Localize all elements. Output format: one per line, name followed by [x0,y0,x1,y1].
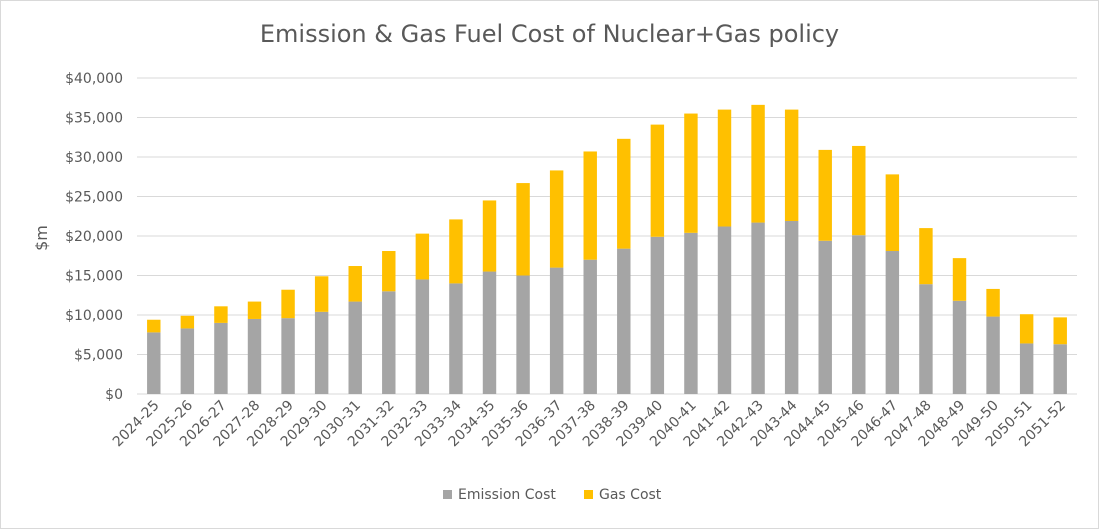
bar-gas-cost [348,266,362,302]
bar-emission-cost [180,328,195,394]
bar-gas-cost [382,251,396,292]
y-tick-label: $0 [105,387,123,403]
legend-label: Gas Cost [599,487,662,503]
bar-gas-cost [852,145,866,236]
y-tick-label: $5,000 [74,348,123,364]
bar-emission-cost [751,222,765,394]
bar-gas-cost [885,174,900,252]
bar-emission-cost [818,240,832,394]
bar-gas-cost [919,228,933,285]
gridlines [137,77,1077,395]
bar-emission-cost [784,220,799,394]
y-tick-label: $30,000 [65,150,123,166]
y-tick-label: $15,000 [65,269,123,285]
bar-emission-cost [516,275,530,394]
y-axis-ticks: $0 $5,000 $10,000 $15,000 $20,000 $25,000 $30,… [65,71,123,403]
y-tick-label: $10,000 [65,308,123,324]
bar-gas-cost [247,301,262,319]
bar-emission-cost [449,283,463,394]
bar-gas-cost [751,104,765,223]
bar-gas-cost [717,109,732,227]
bar-gas-cost [617,138,631,249]
y-tick-label: $25,000 [65,190,123,206]
bar-gas-cost [818,149,832,241]
bar-gas-cost [986,288,1000,317]
bar-gas-cost [314,276,329,312]
bar-gas-cost [180,315,195,329]
bar-emission-cost [549,267,564,394]
bar-emission-cost [986,316,1000,394]
bar-emission-cost [415,279,430,394]
bar-emission-cost [684,232,698,394]
bar-gas-cost [1019,314,1034,344]
bar-emission-cost [214,322,228,394]
bar-gas-cost [684,113,698,233]
legend: Emission Cost Gas Cost [443,487,662,503]
bar-emission-cost [885,251,900,394]
bar-emission-cost [1019,343,1034,394]
bar-emission-cost [852,235,866,394]
bar-emission-cost [348,301,362,394]
x-axis-ticks: 2024-252025-262026-272027-282028-292029-… [110,397,1069,450]
bar-gas-cost [449,219,463,284]
bar-emission-cost [147,332,161,394]
bar-gas-cost [952,258,967,301]
y-tick-label: $20,000 [65,229,123,245]
bar-gas-cost [1053,317,1067,345]
bar-emission-cost [281,318,295,394]
bar-gas-cost [784,109,799,221]
bar-emission-cost [314,311,329,394]
bar-gas-cost [516,183,530,276]
bar-gas-cost [415,233,430,280]
bar-emission-cost [247,318,262,394]
bar-emission-cost [717,226,732,394]
bar-gas-cost [281,289,295,319]
y-axis-title: $m [32,225,51,251]
y-tick-label: $35,000 [65,111,123,127]
bar-gas-cost [549,170,564,268]
bar-emission-cost [952,300,967,394]
bar-gas-cost [583,151,597,260]
y-tick-label: $40,000 [65,71,123,87]
bar-emission-cost [650,236,665,394]
legend-label: Emission Cost [458,487,556,503]
bars [147,104,1067,394]
chart-title: Emission & Gas Fuel Cost of Nuclear+Gas … [259,20,840,48]
bar-emission-cost [1053,344,1067,394]
bar-emission-cost [583,259,597,394]
bar-gas-cost [214,306,228,323]
legend-swatch-gas-cost [584,490,593,499]
bar-emission-cost [617,248,631,394]
bar-emission-cost [482,271,497,394]
legend-swatch-emission-cost [443,490,452,499]
bar-emission-cost [382,291,396,394]
bar-gas-cost [650,124,665,237]
bar-emission-cost [919,284,933,394]
bar-gas-cost [147,319,161,333]
bar-gas-cost [482,200,497,272]
